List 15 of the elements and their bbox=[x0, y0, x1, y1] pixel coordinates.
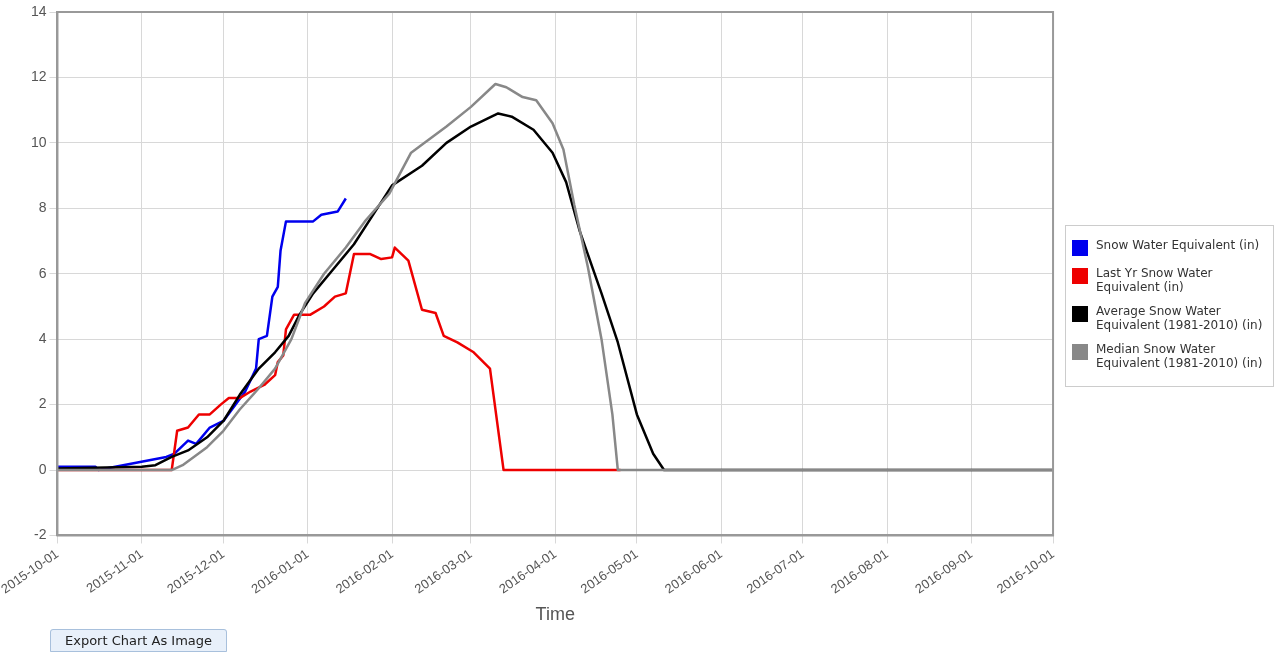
y-tick-label: 10 bbox=[30, 133, 47, 150]
legend-label: Average Snow Water Equivalent (1981-2010) (in) bbox=[1096, 304, 1264, 332]
legend-label: Snow Water Equivalent (in) bbox=[1096, 238, 1260, 252]
text: Export Chart As Image bbox=[50, 629, 228, 652]
y-tick-label: -2 bbox=[34, 526, 47, 543]
y-tick-label: 12 bbox=[30, 68, 47, 85]
x-axis-title: Time bbox=[535, 604, 575, 625]
y-tick-label: 8 bbox=[38, 199, 47, 216]
y-tick-label: 14 bbox=[30, 2, 47, 19]
y-tick-label: 2 bbox=[38, 395, 47, 412]
y-tick-label: 4 bbox=[38, 330, 47, 347]
legend-label: Last Yr Snow Water Equivalent (in) bbox=[1096, 266, 1214, 294]
y-tick-label: 0 bbox=[38, 460, 47, 477]
legend-label: Median Snow Water Equivalent (1981-2010) (in) bbox=[1096, 342, 1264, 370]
y-tick-label: 6 bbox=[38, 264, 47, 281]
